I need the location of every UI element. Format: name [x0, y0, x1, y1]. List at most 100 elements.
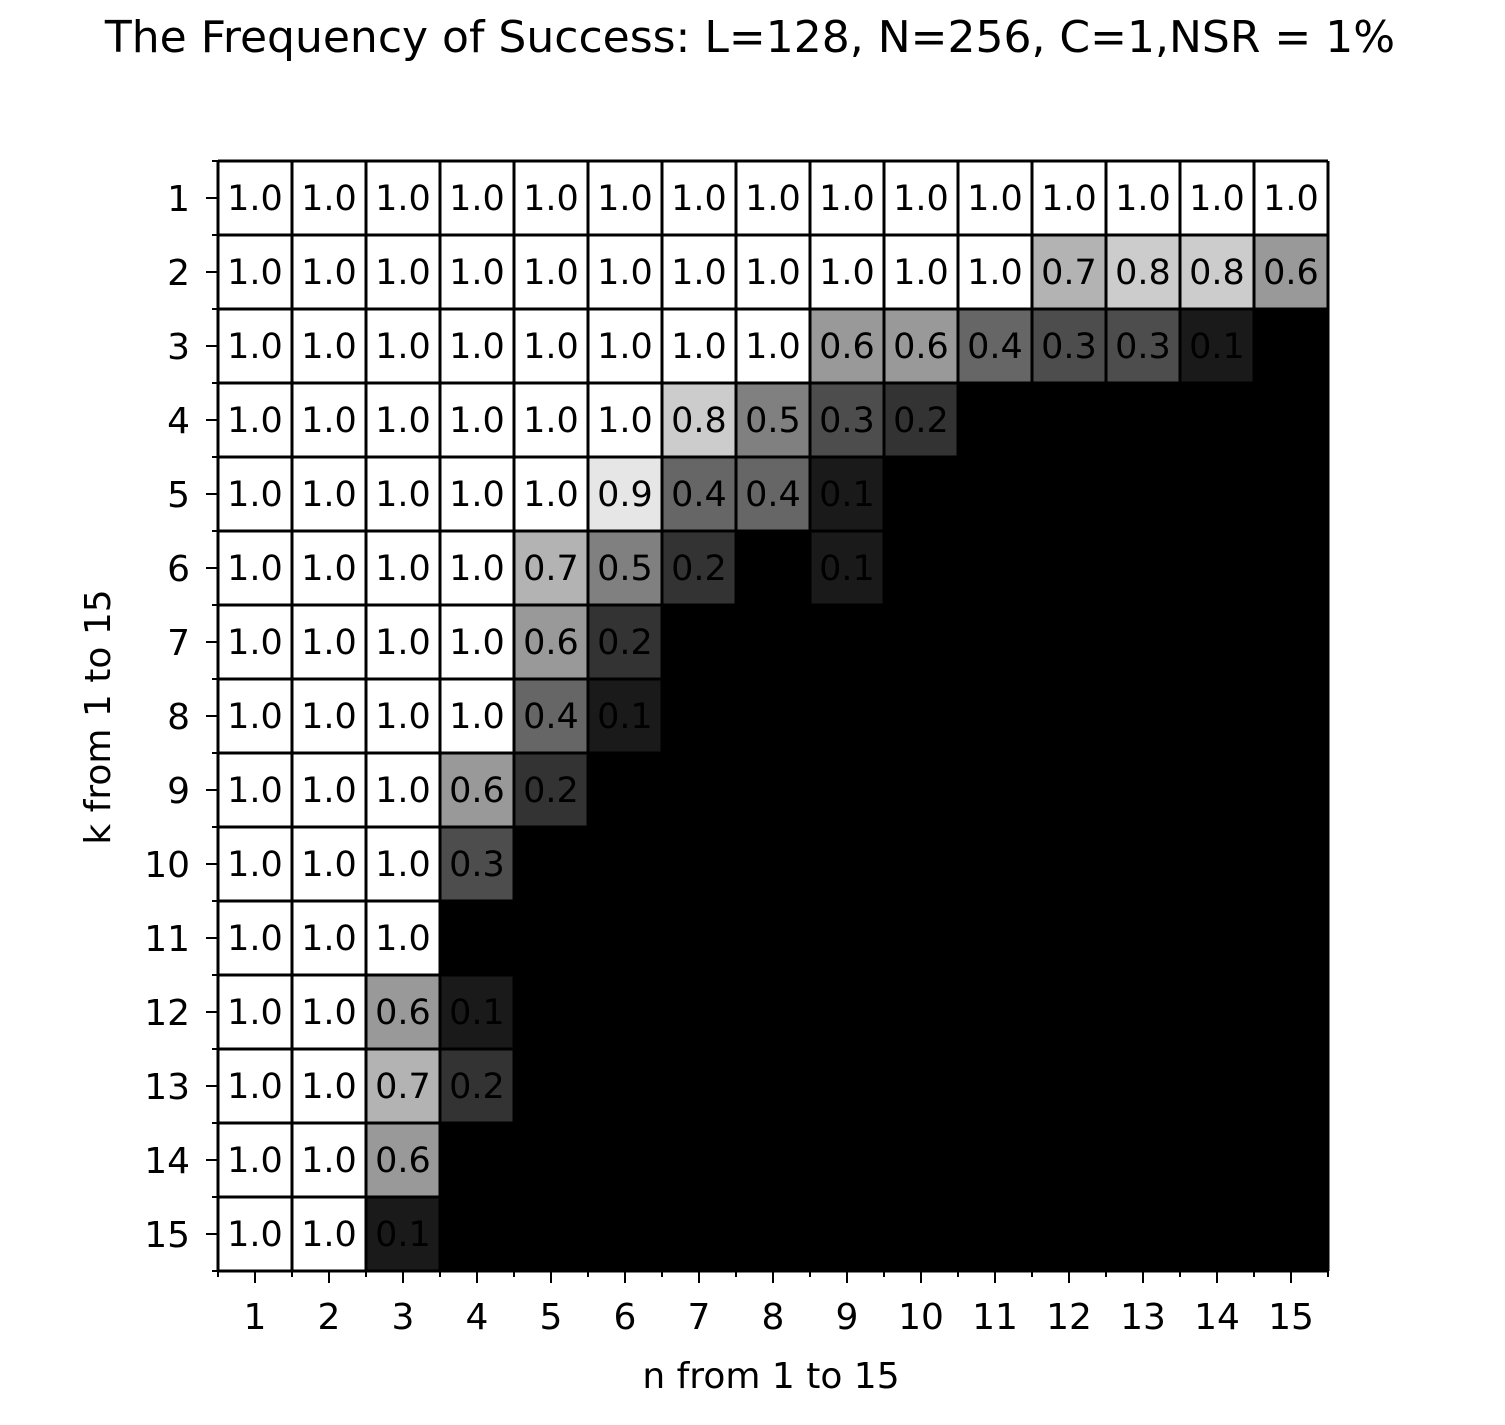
heatmap-cell: [1032, 827, 1106, 901]
x-tick-label: 15: [1268, 1297, 1314, 1338]
heatmap-cell: [1032, 1049, 1106, 1123]
heatmap-cell: [218, 1049, 292, 1123]
cell-value-label: 1.0: [227, 845, 283, 885]
heatmap-cell: [514, 1197, 588, 1271]
cell-value-label: 0.1: [819, 549, 875, 589]
x-tick-label: 14: [1194, 1297, 1240, 1338]
heatmap-cell: [1180, 679, 1254, 753]
heatmap-cell: [958, 1197, 1032, 1271]
heatmap-cell: [884, 309, 958, 383]
y-tick-label: 14: [144, 1141, 190, 1182]
cell-value-label: 1.0: [523, 475, 579, 515]
heatmap-cell: [1180, 161, 1254, 235]
cell-value-label: 1.0: [301, 1067, 357, 1107]
cell-value-label: 1.0: [301, 401, 357, 441]
cell-value-label: 0.1: [1189, 327, 1245, 367]
cell-value-label: 1.0: [1189, 179, 1245, 219]
cell-labels: 1.0 1.0 1.0 1.0 1.0 1.0 1.0 1.0 1.0 1.0 1.0 1.0 1.0 1…: [227, 179, 1319, 1255]
cell-value-label: 0.4: [671, 475, 727, 515]
heatmap-cell: [292, 1049, 366, 1123]
heatmap-cell: [662, 901, 736, 975]
heatmap-cell: [1254, 309, 1328, 383]
heatmap-cell: [1032, 457, 1106, 531]
heatmap-cell: [1180, 1197, 1254, 1271]
cell-value-label: 1.0: [375, 771, 431, 811]
cell-value-label: 0.3: [1041, 327, 1097, 367]
heatmap-cell: [1254, 1123, 1328, 1197]
cell-value-label: 1.0: [449, 401, 505, 441]
heatmap-cell: [440, 1049, 514, 1123]
cell-value-label: 1.0: [301, 623, 357, 663]
heatmap-cell: [1032, 1123, 1106, 1197]
heatmap-cell: [292, 309, 366, 383]
heatmap-cell: [366, 531, 440, 605]
heatmap-cell: [588, 1197, 662, 1271]
heatmap-cell: [588, 753, 662, 827]
heatmap-cell: [366, 605, 440, 679]
heatmap-cell: [1254, 753, 1328, 827]
heatmap-cell: [1032, 383, 1106, 457]
heatmap-cell: [218, 753, 292, 827]
heatmap-cell: [1180, 1123, 1254, 1197]
cell-value-label: 1.0: [227, 1215, 283, 1255]
heatmap-cell: [884, 679, 958, 753]
heatmap-cell: [1254, 901, 1328, 975]
heatmap-cell: [366, 1197, 440, 1271]
heatmap-cell: [218, 975, 292, 1049]
heatmap-cell: [1254, 383, 1328, 457]
heatmap-cell: [514, 161, 588, 235]
heatmap-cell: [662, 827, 736, 901]
cell-value-label: 1.0: [227, 549, 283, 589]
x-tick-label: 2: [318, 1297, 341, 1338]
heatmap-cell: [514, 457, 588, 531]
x-tick-label: 6: [614, 1297, 637, 1338]
cell-value-label: 1.0: [671, 253, 727, 293]
cell-value-label: 0.1: [819, 475, 875, 515]
heatmap-cell: [440, 605, 514, 679]
heatmap-cell: [736, 161, 810, 235]
cell-value-label: 1.0: [449, 549, 505, 589]
cell-value-label: 0.7: [375, 1067, 431, 1107]
heatmap-cell: [736, 235, 810, 309]
heatmap-cell: [1180, 383, 1254, 457]
heatmap-cell: [366, 235, 440, 309]
heatmap-cell: [588, 827, 662, 901]
cell-value-label: 1.0: [227, 179, 283, 219]
cell-value-label: 1.0: [597, 401, 653, 441]
cell-value-label: 1.0: [301, 475, 357, 515]
heatmap-cell: [514, 901, 588, 975]
cell-value-label: 0.6: [375, 993, 431, 1033]
cell-value-label: 0.3: [819, 401, 875, 441]
heatmap-cell: [662, 679, 736, 753]
heatmap-cell: [662, 1123, 736, 1197]
heatmap-cell: [588, 309, 662, 383]
heatmap-cell: [1180, 975, 1254, 1049]
heatmap-cell: [218, 457, 292, 531]
cell-value-label: 1.0: [301, 845, 357, 885]
heatmap-cell: [662, 161, 736, 235]
cell-value-label: 0.6: [523, 623, 579, 663]
cell-value-label: 0.2: [523, 771, 579, 811]
cell-value-label: 1.0: [301, 919, 357, 959]
cell-value-label: 0.4: [967, 327, 1023, 367]
heatmap-cell: [366, 309, 440, 383]
cell-value-label: 1.0: [301, 1215, 357, 1255]
heatmap-cell: [440, 1197, 514, 1271]
cell-value-label: 1.0: [449, 253, 505, 293]
heatmap-cell: [810, 753, 884, 827]
cell-value-label: 0.2: [597, 623, 653, 663]
y-tick-label: 6: [167, 549, 190, 590]
cell-value-label: 0.2: [671, 549, 727, 589]
y-tick-label: 10: [144, 845, 190, 886]
heatmap-cell: [1254, 827, 1328, 901]
heatmap-cell: [662, 753, 736, 827]
heatmap-cell: [810, 901, 884, 975]
cell-value-label: 1.0: [301, 697, 357, 737]
heatmap-cell: [440, 457, 514, 531]
heatmap-cell: [514, 1123, 588, 1197]
heatmap-cell: [1106, 1197, 1180, 1271]
heatmap-cell: [588, 383, 662, 457]
cell-value-label: 1.0: [375, 623, 431, 663]
y-tick-label: 9: [167, 771, 190, 812]
cell-value-label: 1.0: [227, 475, 283, 515]
